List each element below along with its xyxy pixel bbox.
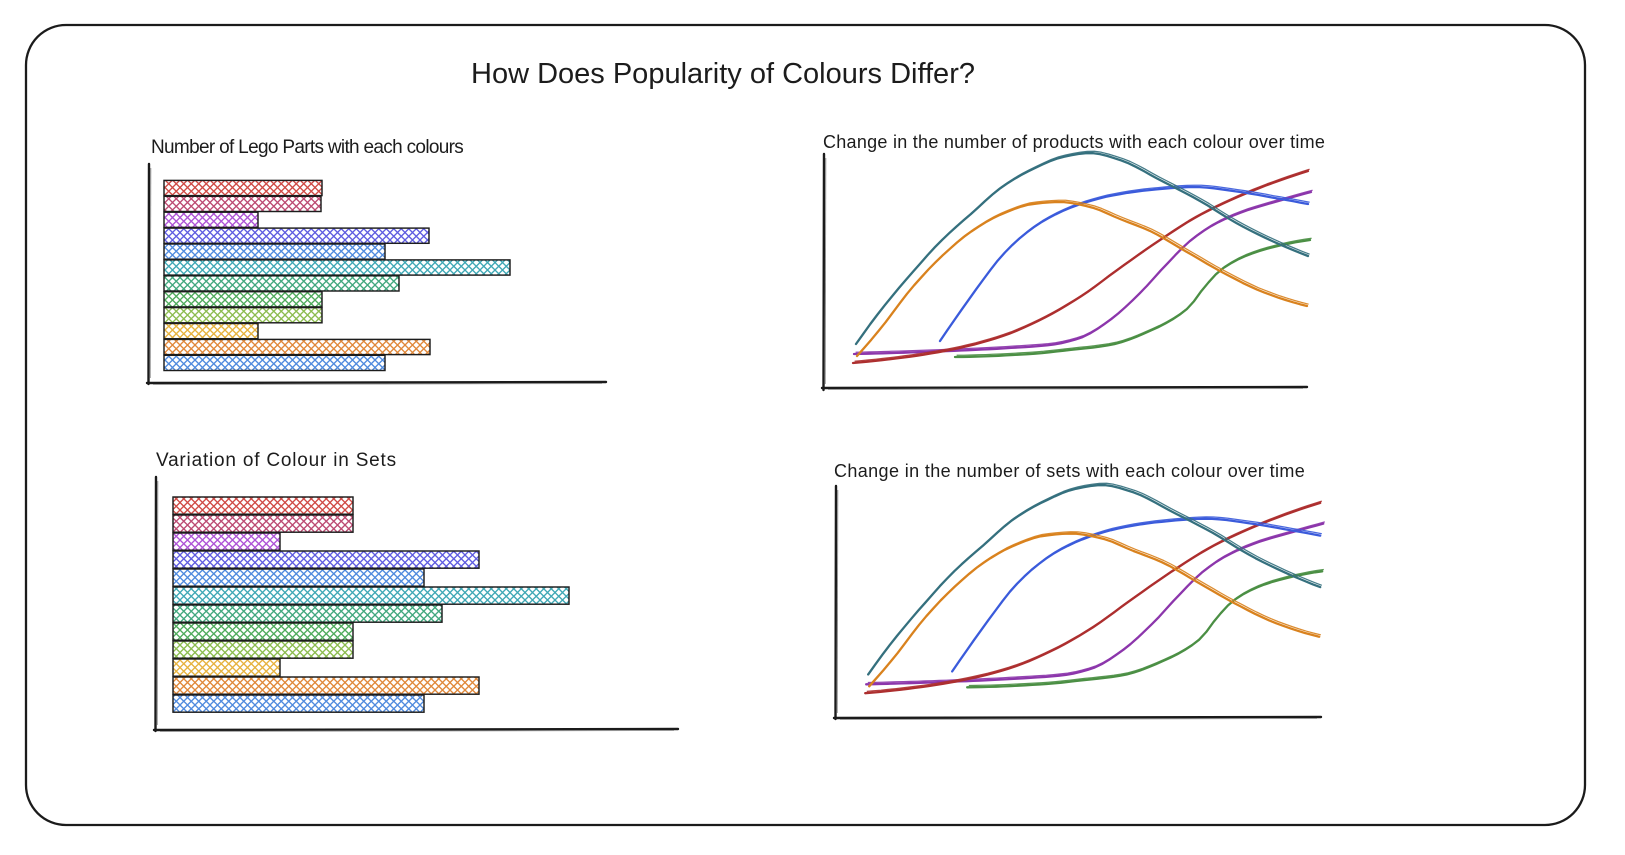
svg-text:Change in the number of produc: Change in the number of products with ea… <box>823 132 1325 152</box>
svg-text:Variation of Colour in Sets: Variation of Colour in Sets <box>156 450 397 471</box>
svg-text:Number of Lego Parts with each: Number of Lego Parts with each colours <box>151 137 463 158</box>
svg-text:Change in the number of sets w: Change in the number of sets with each c… <box>834 461 1305 481</box>
svg-text:How Does Popularity of Colours: How Does Popularity of Colours Differ? <box>471 58 975 90</box>
